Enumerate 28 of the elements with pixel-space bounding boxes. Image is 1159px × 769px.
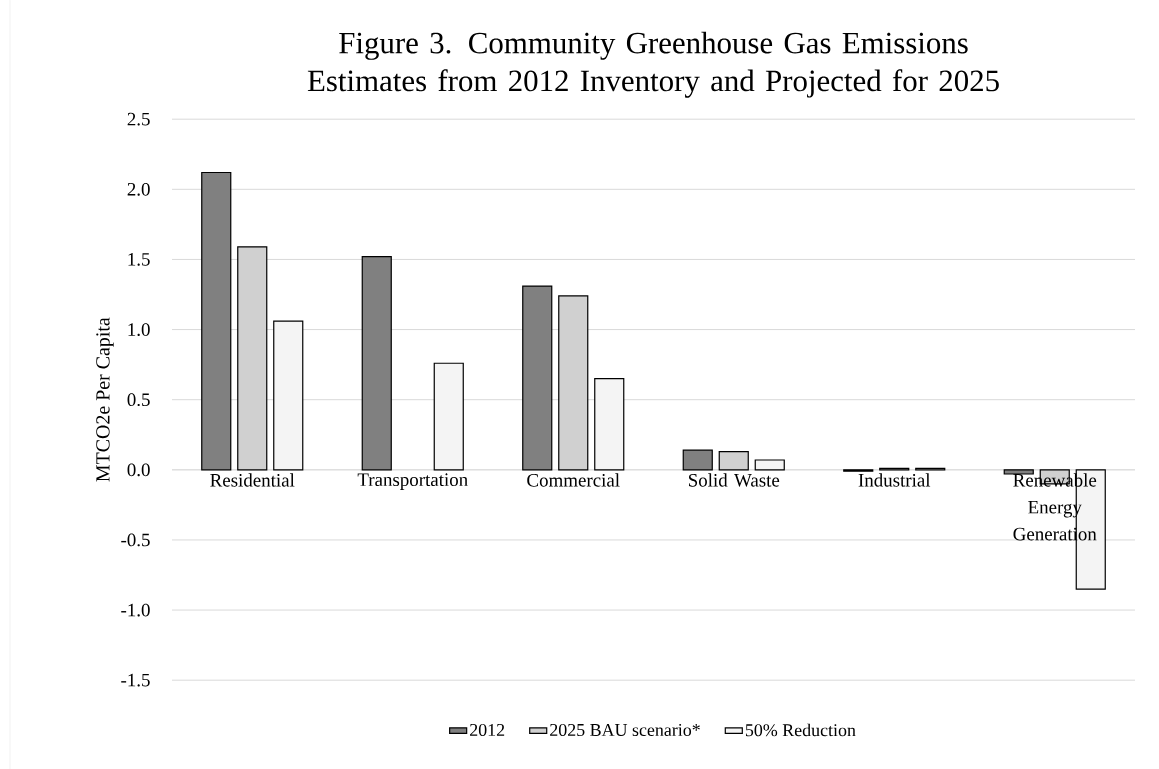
legend-label: 50% Reduction — [745, 723, 856, 737]
y-tick-label: -1.5 — [121, 673, 150, 687]
x-tick-label: Industrial — [858, 473, 931, 487]
y-tick-label: 0.0 — [127, 463, 150, 477]
bar — [201, 171, 232, 471]
legend-label: 2012 — [470, 723, 505, 736]
bar — [361, 255, 392, 471]
x-tick-label: Commercial — [527, 473, 620, 487]
bar — [682, 449, 713, 471]
y-tick-label: 2.5 — [127, 112, 150, 126]
y-axis-title: MTCO2e Per Capita — [96, 317, 114, 482]
bar — [594, 377, 625, 471]
legend-label: 2025 BAU scenario* — [550, 723, 700, 736]
bar — [522, 285, 553, 471]
bar — [1003, 469, 1034, 475]
x-tick-label: Solid Waste — [688, 473, 780, 487]
y-tick-label: 2.0 — [127, 182, 150, 196]
y-tick-label: -1.0 — [121, 603, 150, 617]
y-tick-label: 0.5 — [127, 393, 150, 406]
bar — [754, 459, 785, 471]
bar — [273, 320, 304, 471]
chart-title: Figure 3. Community Greenhouse Gas Emissions Estimates from 2012 Inventory and Projected for 2025 — [307, 31, 999, 98]
x-tick-label: Residential — [210, 473, 295, 487]
y-tick-label: 1.5 — [128, 252, 150, 266]
y-tick-label: -0.5 — [121, 533, 150, 547]
bar — [433, 362, 464, 471]
x-tick-label: Transportation — [357, 473, 468, 490]
y-tick-label: 1.0 — [128, 322, 150, 336]
